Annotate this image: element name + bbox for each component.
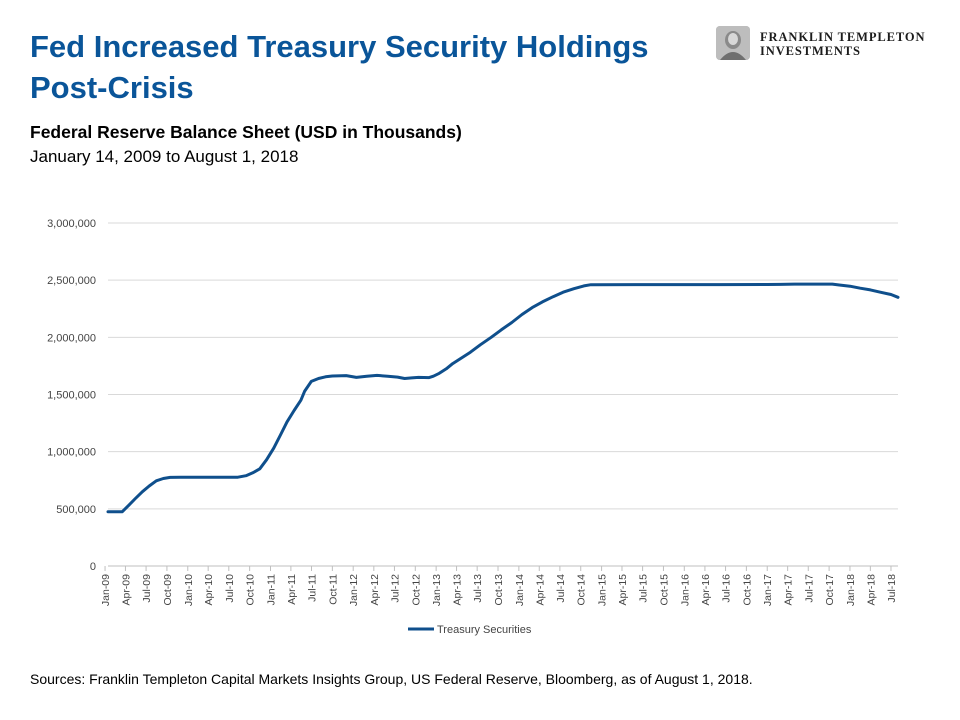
x-tick-label: Jul-09 — [141, 574, 153, 603]
x-tick-label: Oct-15 — [658, 574, 670, 606]
series-line-treasury-securities — [106, 282, 900, 514]
y-axis-ticks: 0 500,000 1,000,000 1,500,000 2,000,000 2,500… — [47, 218, 96, 573]
y-tick-label: 2,000,000 — [47, 332, 96, 344]
logo-line-1: FRANKLIN TEMPLETON — [760, 30, 926, 44]
x-tick-label: Jan-12 — [348, 574, 360, 606]
source-note: Sources: Franklin Templeton Capital Mark… — [30, 671, 753, 687]
chart-series — [106, 282, 900, 514]
x-tick-label: Jul-11 — [307, 574, 319, 602]
y-tick-label: 3,000,000 — [47, 218, 96, 230]
x-tick-label: Apr-17 — [783, 574, 795, 606]
x-tick-label: Jul-16 — [721, 574, 733, 603]
x-tick-label: Oct-17 — [824, 574, 836, 606]
x-tick-label: Jul-12 — [389, 574, 401, 603]
chart-title: Federal Reserve Balance Sheet (USD in Th… — [30, 122, 462, 142]
x-tick-label: Jul-14 — [555, 574, 567, 603]
x-tick-label: Apr-14 — [534, 574, 546, 606]
x-tick-label: Jul-13 — [472, 574, 484, 603]
x-tick-label: Apr-15 — [617, 574, 629, 606]
chart-date-range: January 14, 2009 to August 1, 2018 — [30, 147, 299, 166]
y-tick-label: 2,500,000 — [47, 275, 96, 287]
y-tick-label: 1,000,000 — [47, 447, 96, 459]
x-tick-label: Apr-11 — [286, 574, 298, 605]
x-tick-label: Jan-11 — [265, 574, 277, 605]
x-tick-label: Oct-12 — [410, 574, 422, 606]
x-tick-label: Apr-18 — [865, 574, 877, 606]
legend-label: Treasury Securities — [437, 624, 532, 636]
y-tick-label: 0 — [90, 561, 96, 573]
x-tick-label: Jan-16 — [679, 574, 691, 606]
x-tick-label: Jul-15 — [638, 574, 650, 603]
x-tick-label: Oct-09 — [162, 574, 174, 606]
x-tick-label: Jan-13 — [431, 574, 443, 606]
x-tick-label: Jan-18 — [845, 574, 857, 606]
x-tick-label: Jul-10 — [224, 574, 236, 603]
x-tick-label: Jan-15 — [597, 574, 609, 606]
x-tick-label: Jan-17 — [762, 574, 774, 606]
x-tick-label: Jan-10 — [183, 574, 195, 606]
franklin-templeton-logo: FRANKLIN TEMPLETON INVESTMENTS — [716, 26, 936, 60]
x-tick-label: Oct-14 — [576, 574, 588, 606]
x-tick-label: Oct-11 — [327, 574, 339, 605]
x-tick-label: Oct-16 — [741, 574, 753, 606]
x-tick-label: Apr-10 — [203, 574, 215, 606]
x-tick-label: Jul-17 — [803, 574, 815, 603]
x-tick-label: Apr-12 — [369, 574, 381, 606]
x-tick-label: Apr-09 — [120, 574, 132, 606]
chart-gridlines — [108, 222, 898, 567]
x-tick-label: Jan-14 — [514, 574, 526, 606]
x-tick-label: Apr-16 — [700, 574, 712, 606]
chart-legend[interactable]: Treasury Securities — [408, 624, 532, 636]
x-axis-ticks: Jan-09 Apr-09 Jul-09 Oct-09 Jan-10 Apr-10 Jul-… — [100, 566, 898, 606]
x-tick-label: Oct-13 — [493, 574, 505, 606]
x-tick-label: Jul-18 — [886, 574, 898, 603]
y-tick-label: 1,500,000 — [47, 390, 96, 402]
page-title: Fed Increased Treasury Security Holdings… — [30, 29, 649, 105]
x-tick-label: Apr-13 — [452, 574, 464, 606]
logo-line-2: INVESTMENTS — [760, 44, 861, 58]
y-tick-label: 500,000 — [56, 504, 96, 516]
x-tick-label: Oct-10 — [245, 574, 257, 606]
x-tick-label: Jan-09 — [100, 574, 112, 606]
portrait-seal-icon — [716, 26, 750, 60]
